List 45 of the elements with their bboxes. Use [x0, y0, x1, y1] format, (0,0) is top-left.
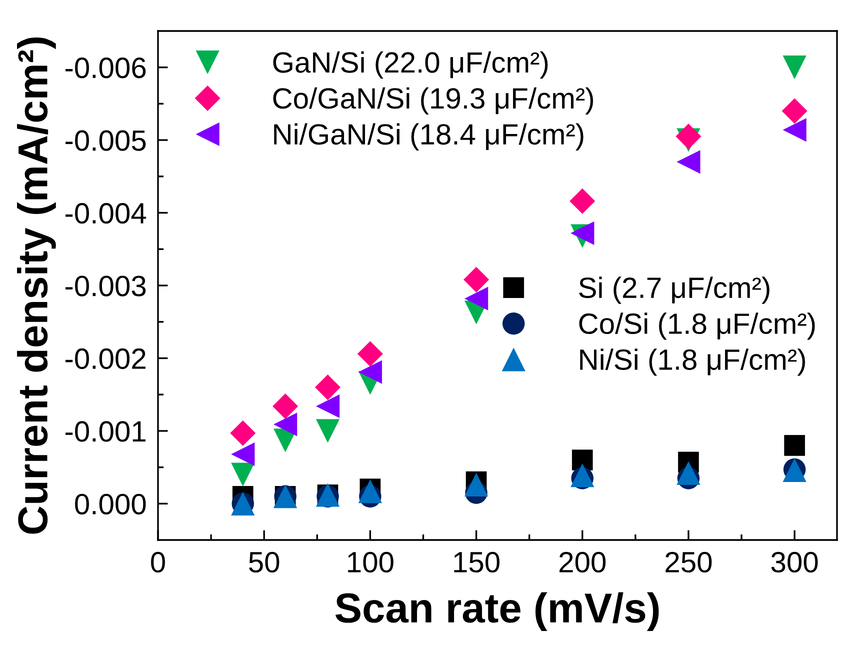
- legend-label: Ni/Si (1.8 μF/cm²): [580, 348, 806, 376]
- point: [676, 150, 700, 174]
- point: [570, 463, 594, 488]
- point: [316, 394, 340, 418]
- y-tick-label: -0.004: [65, 202, 146, 224]
- point: [314, 374, 341, 400]
- y-tick-label: -0.005: [65, 130, 146, 151]
- point: [676, 124, 702, 150]
- point: [782, 98, 808, 124]
- y-axis-title: Current density (mA/cm²): [17, 38, 56, 534]
- y-tick-label: -0.001: [65, 421, 146, 442]
- y-tick-label: 0.000: [75, 494, 146, 514]
- point: [231, 442, 255, 466]
- point: [464, 266, 490, 292]
- point: [782, 118, 806, 142]
- point: [231, 462, 255, 486]
- x-axis-title: Scan rate (mV/s): [335, 592, 659, 632]
- legend-label: Si (2.7 μF/cm²): [579, 276, 770, 304]
- y-tick-label: -0.006: [65, 58, 146, 78]
- point: [358, 360, 382, 384]
- legend-label: GaN/Si (22.0 μF/cm²): [273, 51, 548, 79]
- legend-label: Co/Si (1.8 μF/cm²): [579, 312, 815, 340]
- point: [358, 479, 382, 504]
- point: [316, 419, 340, 443]
- x-tick-label: 250: [666, 552, 712, 573]
- x-tick-label: 0: [151, 552, 165, 573]
- x-tick-label: 300: [771, 552, 818, 573]
- legend-label: Ni/GaN/Si (18.4 μF/cm²): [274, 123, 584, 150]
- point: [272, 393, 298, 419]
- x-tick-label: 150: [454, 552, 500, 573]
- point: [676, 461, 700, 485]
- point: [464, 472, 488, 497]
- point: [230, 420, 256, 446]
- x-tick-label: 200: [560, 552, 606, 573]
- point: [784, 435, 805, 456]
- point: [570, 188, 596, 214]
- point: [357, 341, 383, 367]
- y-tick-label: -0.003: [65, 276, 146, 296]
- y-tick-label: -0.002: [65, 348, 146, 370]
- x-tick-label: 100: [348, 552, 394, 573]
- legend-label: Co/GaN/Si (19.3 μF/cm²): [273, 87, 594, 115]
- point: [464, 286, 488, 310]
- point: [782, 56, 806, 80]
- x-tick-label: 50: [249, 552, 280, 573]
- point: [274, 412, 298, 436]
